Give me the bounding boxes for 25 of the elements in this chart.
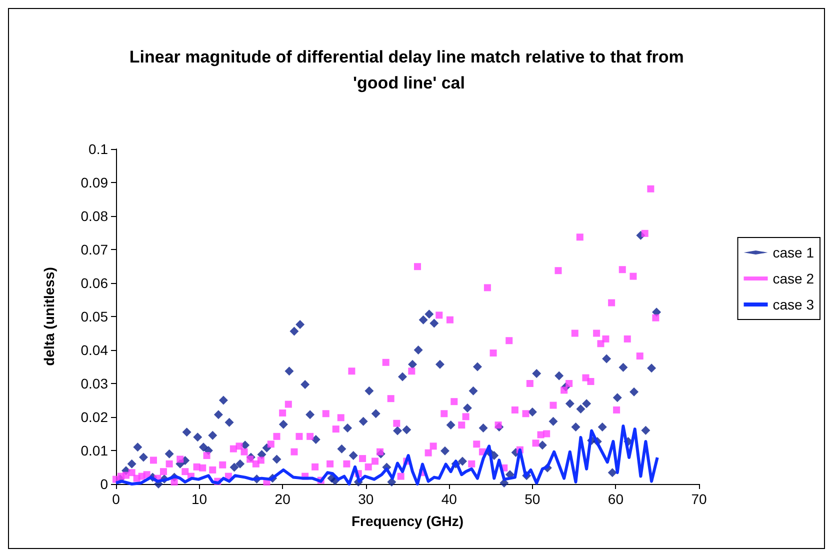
y-tick-label: 0.01 bbox=[80, 442, 108, 458]
y-tick-label: 0.07 bbox=[80, 242, 108, 258]
legend-label: case 1 bbox=[772, 244, 814, 260]
x-axis-title: Frequency (GHz) bbox=[351, 513, 464, 529]
x-tick-label: 30 bbox=[358, 491, 374, 507]
legend-label: case 2 bbox=[772, 270, 814, 286]
y-tick-label: 0.05 bbox=[80, 308, 108, 324]
x-tick-label: 20 bbox=[274, 491, 291, 507]
y-tick-label: 0.09 bbox=[80, 174, 108, 190]
x-tick-label: 0 bbox=[112, 491, 120, 507]
x-tick-label: 40 bbox=[441, 491, 458, 507]
x-tick-label: 70 bbox=[691, 491, 707, 507]
y-axis-title: delta (unitless) bbox=[41, 267, 57, 366]
y-tick-label: 0.08 bbox=[80, 208, 108, 224]
x-tick-label: 10 bbox=[191, 491, 208, 507]
y-tick-label: 0.02 bbox=[80, 409, 108, 425]
y-tick-label: 0 bbox=[100, 476, 108, 492]
x-tick-label: 50 bbox=[524, 491, 540, 507]
chart-title: Linear magnitude of differential delay line match relative to that from 'good line' cal bbox=[129, 48, 689, 92]
legend-label: case 3 bbox=[772, 296, 814, 312]
y-tick-label: 0.03 bbox=[80, 376, 108, 392]
y-tick-label: 0.1 bbox=[88, 141, 108, 157]
x-tick-label: 60 bbox=[608, 491, 624, 507]
y-tick-label: 0.06 bbox=[80, 275, 108, 291]
y-tick-label: 0.04 bbox=[80, 342, 108, 358]
